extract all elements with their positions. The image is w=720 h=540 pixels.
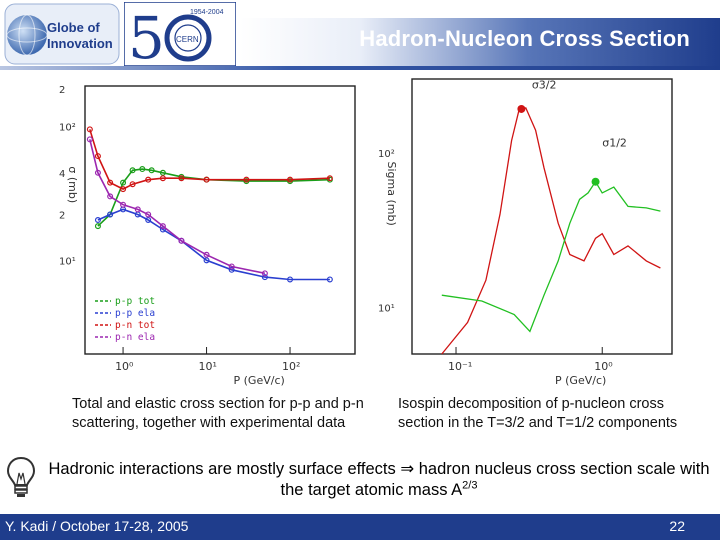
y-tick-label: 10² (59, 122, 76, 133)
data-point (145, 176, 152, 183)
globe-of-innovation-logo: Globe of Innovation (4, 3, 120, 65)
x-tick-label: 10⁰ (115, 360, 134, 373)
cern-years: 1954-2004 (190, 9, 224, 16)
header-band (240, 18, 720, 68)
data-point (134, 206, 141, 213)
statement-text: Hadronic interactions are mostly surface… (48, 460, 710, 499)
isospin-decomposition-plot: 10⁻¹ 10⁰ 10² 10¹ P (GeV/c) Sigma (mb) σ3/2 σ1/2 (368, 75, 680, 390)
series-line-p-p-ela (97, 208, 330, 281)
data-point (94, 153, 101, 160)
data-point (94, 169, 101, 176)
data-point (228, 266, 235, 273)
y-tick-label: 10¹ (59, 256, 76, 267)
footer-bar (0, 514, 720, 540)
data-point (159, 223, 166, 230)
y-tick-label: 10¹ (378, 303, 395, 314)
data-point (159, 175, 166, 182)
data-point (107, 193, 114, 200)
logo-text-line2: Innovation (47, 36, 113, 51)
data-point (148, 167, 155, 174)
y-tick-label: 2 (59, 210, 65, 221)
data-point (107, 211, 114, 218)
x-axis-label: P (GeV/c) (555, 374, 606, 387)
x-tick-label: 10¹ (199, 360, 217, 373)
pp-pn-cross-section-plot: 10⁰ 10¹ 10² 2 10² 4 2 10¹ P (GeV/c) σ (mb) p-p tot… (55, 80, 365, 390)
footer-author-date: Y. Kadi / October 17-28, 2005 (5, 518, 189, 534)
data-point (107, 179, 114, 186)
series-line--1-2 (441, 180, 661, 333)
y-axis-label: σ (mb) (66, 166, 79, 203)
series-annotation: σ3/2 (532, 79, 557, 92)
data-point (178, 237, 185, 244)
data-point (261, 270, 268, 277)
slide-header: Globe of Innovation 5 CERN 1954-2004 Had… (0, 0, 720, 70)
x-tick-label: 10² (282, 360, 300, 373)
series-line-p-n-tot (89, 129, 330, 190)
data-point (261, 274, 268, 281)
data-point (203, 251, 210, 258)
data-point (145, 217, 152, 224)
data-point (86, 136, 93, 143)
data-point (120, 179, 127, 186)
globe-icon (7, 15, 47, 55)
legend-label: p-n tot (115, 320, 155, 331)
data-point (203, 257, 210, 264)
x-axis-label: P (GeV/c) (234, 374, 285, 387)
cern-ring-icon (164, 14, 212, 62)
data-point (145, 211, 152, 218)
data-point (94, 217, 101, 224)
data-point (287, 276, 294, 283)
plot-frame (84, 85, 356, 355)
data-point (94, 223, 101, 230)
data-point (243, 176, 250, 183)
data-point (326, 276, 333, 283)
data-point (129, 167, 136, 174)
fifty-glyph: 5 (128, 4, 165, 66)
y-axis-label: Sigma (mb) (385, 162, 398, 226)
data-point (86, 126, 93, 133)
y-tick-label: 4 (59, 169, 65, 180)
legend-label: p-p ela (115, 308, 155, 319)
series-line-p-p-tot (97, 168, 330, 227)
cern-label: CERN (176, 35, 199, 44)
cern-50-logo: 5 CERN 1954-2004 (124, 2, 236, 66)
x-tick-label: 10⁰ (594, 360, 613, 373)
data-point (178, 175, 185, 182)
resonance-peak-marker (591, 177, 600, 186)
data-point (228, 263, 235, 270)
series-line-p-n-ela (89, 139, 266, 275)
x-tick-label: 10⁻¹ (448, 360, 472, 373)
series-line--3-2 (441, 107, 661, 355)
data-point (120, 186, 127, 193)
y-tick-label: 2 (59, 85, 65, 96)
key-statement: Hadronic interactions are mostly surface… (38, 459, 720, 501)
plot-frame (411, 78, 673, 355)
legend-label: p-p tot (115, 296, 155, 307)
series-annotation: σ1/2 (602, 136, 627, 149)
data-point (203, 176, 210, 183)
header-rule (0, 66, 720, 70)
data-point (139, 166, 146, 173)
page-title: Hadron-Nucleon Cross Section (359, 26, 690, 51)
data-point (326, 175, 333, 182)
logo-text-line1: Globe of (47, 20, 100, 35)
resonance-peak-marker (517, 104, 526, 113)
statement-exponent: 2/3 (462, 479, 478, 492)
data-point (287, 176, 294, 183)
caption-right: Isospin decomposition of p-nucleon cross… (398, 396, 678, 431)
page-number: 22 (669, 518, 685, 534)
caption-left: Total and elastic cross section for p-p … (72, 396, 364, 431)
legend-label: p-n ela (115, 332, 155, 343)
data-point (120, 201, 127, 208)
y-tick-label: 10² (378, 149, 395, 160)
data-point (159, 169, 166, 176)
lightbulb-icon (6, 456, 36, 497)
data-point (129, 181, 136, 188)
